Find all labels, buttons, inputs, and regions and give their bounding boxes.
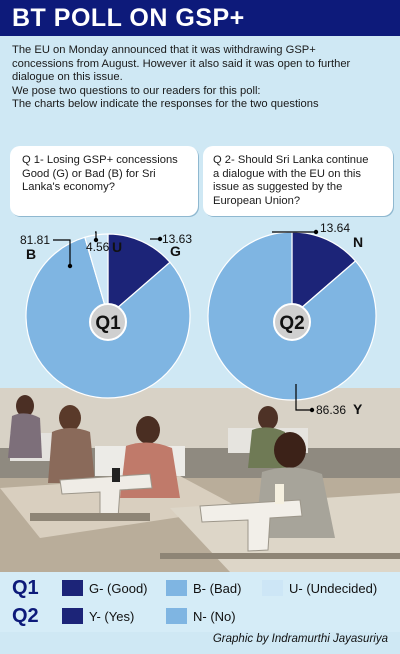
- legend-q1-label: Q1: [12, 577, 39, 599]
- pie-1-leader-b: [53, 239, 71, 266]
- legend-label-yes: Y- (Yes): [89, 609, 135, 624]
- page-title: BT POLL ON GSP+: [12, 4, 245, 32]
- pie-2-category-label-y: Y: [353, 401, 363, 417]
- pie-2-value-label-y: 86.36: [316, 403, 346, 417]
- pie-1-center-label: Q1: [95, 313, 121, 334]
- question-line: Q 2- Should Sri Lanka continue: [213, 154, 369, 166]
- pie-2-leader-dot-y: [309, 407, 315, 413]
- legend-label-bad: B- (Bad): [193, 581, 242, 596]
- question-2-box: Q 2- Should Sri Lanka continue a dialogu…: [203, 146, 393, 216]
- pie-1-slice-g: [107, 233, 171, 318]
- question-line: a dialogue with the EU on this: [213, 167, 362, 180]
- legend-swatch-no: [166, 608, 187, 624]
- sewing-workers-photo: [0, 388, 400, 572]
- pie-2-leader-y: [295, 384, 312, 411]
- pie-1-value-label-b: 81.81: [20, 233, 50, 247]
- question-line: issue as suggested by the: [213, 181, 343, 193]
- intro-line: concessions from August. However it also…: [12, 57, 351, 70]
- question-line: Q 1- Losing GSP+ concessions: [22, 154, 178, 166]
- intro-line: dialogue on this issue.: [12, 71, 123, 84]
- pie-1-leader-u: [95, 231, 97, 240]
- graphic-credit: Graphic by Indramurthi Jayasuriya: [212, 633, 388, 645]
- photo-illustration: [0, 388, 400, 572]
- legend-swatch-bad: [166, 580, 187, 596]
- intro-line: The charts below indicate the responses …: [12, 98, 319, 111]
- legend-q2-label: Q2: [12, 605, 39, 627]
- legend-swatch-yes: [62, 608, 83, 624]
- question-line: Good (G) or Bad (B) for Sri: [22, 167, 156, 180]
- legend-swatch-undecided: [262, 580, 283, 596]
- legend-label-good: G- (Good): [89, 581, 148, 596]
- pie-2-leader-dot-n: [313, 229, 319, 235]
- question-1-box: Q 1- Losing GSP+ concessions Good (G) or…: [10, 146, 198, 216]
- pie-1-category-label-g: G: [170, 243, 181, 259]
- pie-1-leader-dot-u: [93, 237, 99, 243]
- pie-2-center-badge: [273, 303, 311, 341]
- legend-label-undecided: U- (Undecided): [289, 581, 378, 596]
- question-1-text: Q 1- Losing GSP+ concessions Good (G) or…: [22, 154, 178, 195]
- legend: Q1 G- (Good) B- (Bad) U- (Undecided) Q2 …: [0, 572, 400, 632]
- pie-2-category-label-n: N: [353, 234, 363, 250]
- title-bar: BT POLL ON GSP+: [0, 0, 400, 36]
- legend-row-q2: Q2 Y- (Yes) N- (No): [0, 605, 400, 627]
- pie-1-value-label-u: 4.56: [86, 240, 110, 254]
- legend-row-q1: Q1 G- (Good) B- (Bad) U- (Undecided): [0, 577, 400, 599]
- intro-text: The EU on Monday announced that it was w…: [12, 44, 392, 112]
- pie-1-leader-dot-g: [157, 236, 163, 242]
- pie-1-value-label-g: 13.63: [162, 232, 192, 246]
- legend-label-no: N- (No): [193, 609, 236, 624]
- question-line: Lanka's economy?: [22, 181, 115, 193]
- pie-1-leader-dot-b: [67, 263, 73, 269]
- pie-1-category-label-b: B: [26, 246, 36, 262]
- intro-line: The EU on Monday announced that it was w…: [12, 44, 316, 56]
- pie-2-center-label: Q2: [279, 313, 304, 334]
- poll-pie-charts: Q1 13.63G 81.81B 4.56 U Q2 13.64N 86.36 Y: [20, 221, 377, 417]
- pie-1-center-badge: [89, 303, 127, 341]
- intro-line: We pose two questions to our readers for…: [12, 84, 261, 97]
- pie-1-category-label-u: U: [112, 239, 122, 255]
- question-line: European Union?: [213, 194, 301, 207]
- question-2-text: Q 2- Should Sri Lanka continue a dialogu…: [213, 154, 368, 208]
- pie-2-value-label-n: 13.64: [320, 221, 350, 235]
- legend-swatch-good: [62, 580, 83, 596]
